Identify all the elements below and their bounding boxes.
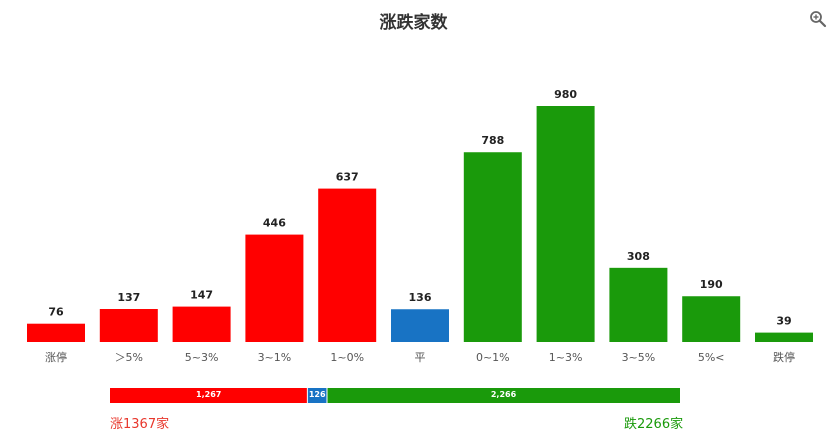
summary-segment-label-2: 2,266 <box>491 390 517 399</box>
category-label-1: ＞5% <box>115 351 143 364</box>
category-label-8: 3~5% <box>622 351 656 364</box>
bar-8[interactable] <box>609 267 668 342</box>
summary-segment-1[interactable] <box>307 388 328 403</box>
bar-0[interactable] <box>27 323 85 342</box>
summary-bar-group: 1,267 126 2,266 <box>110 388 680 403</box>
value-label-1: 137 <box>117 291 140 304</box>
bar-9[interactable] <box>682 296 741 342</box>
category-labels-group: 涨停 ＞5% 5~3% 3~1% 1~0% 平 0~1% 1~3% 3~5% 5%< 跌停 <box>45 350 795 364</box>
chart-title: 涨跌家数 <box>379 13 448 33</box>
category-label-5: 平 <box>415 351 426 364</box>
bar-5[interactable] <box>391 309 449 342</box>
value-label-9: 190 <box>700 278 723 291</box>
value-label-3: 446 <box>263 217 286 230</box>
summary-segment-0[interactable] <box>110 388 308 403</box>
value-label-5: 136 <box>409 291 432 304</box>
summary-segment-label-0: 1,267 <box>196 390 221 399</box>
up-count-text: 涨1367家 <box>110 417 170 432</box>
value-label-2: 147 <box>190 289 213 302</box>
bar-6[interactable] <box>463 152 522 342</box>
category-label-3: 3~1% <box>258 351 292 364</box>
category-label-6: 0~1% <box>476 351 510 364</box>
summary-segment-label-1: 126 <box>309 390 326 399</box>
bar-1[interactable] <box>99 309 158 342</box>
category-label-9: 5%< <box>698 351 725 364</box>
bar-4[interactable] <box>318 188 377 342</box>
value-label-8: 308 <box>627 250 650 263</box>
value-label-6: 788 <box>481 134 504 147</box>
bar-7[interactable] <box>536 106 595 342</box>
value-label-10: 39 <box>776 315 791 328</box>
down-count-text: 跌2266家 <box>624 417 684 432</box>
bar-2[interactable] <box>172 306 231 342</box>
category-label-4: 1~0% <box>330 351 364 364</box>
value-label-4: 637 <box>336 171 359 184</box>
value-label-0: 76 <box>48 306 64 319</box>
zoom-in-icon[interactable] <box>809 10 827 28</box>
bar-10[interactable] <box>755 332 813 342</box>
category-label-7: 1~3% <box>549 351 583 364</box>
category-label-0: 涨停 <box>45 350 67 364</box>
bars-group <box>27 106 813 342</box>
bar-3[interactable] <box>245 234 304 342</box>
category-label-10: 跌停 <box>773 350 795 364</box>
summary-segment-2[interactable] <box>327 388 680 403</box>
value-labels-group: 76 137 147 446 637 136 788 980 308 190 39 <box>48 88 791 328</box>
category-label-2: 5~3% <box>185 351 219 364</box>
value-label-7: 980 <box>554 88 577 101</box>
